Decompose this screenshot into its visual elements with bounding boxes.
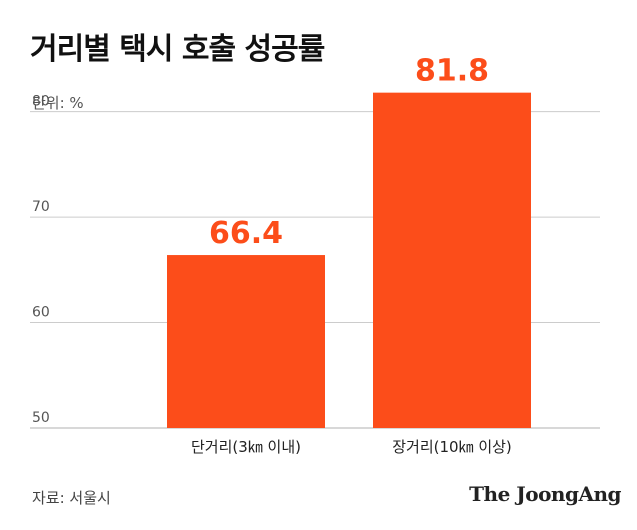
y-tick-label: 50 <box>32 410 50 426</box>
y-tick-label: 70 <box>32 199 50 215</box>
y-tick-label: 80 <box>32 94 50 110</box>
labels: 50 60 70 80 66.4 단거리(3㎞ 이내) 81.8 장거리(10㎞ 이상) <box>32 54 512 456</box>
bar <box>373 92 531 429</box>
category-label: 장거리(10㎞ 이상) <box>392 438 512 456</box>
bar <box>167 255 325 428</box>
category-label: 단거리(3㎞ 이내) <box>191 438 301 456</box>
chart-title: 거리별 택시 호출 성공률 <box>30 32 325 67</box>
source-note: 자료: 서울시 <box>32 489 111 507</box>
publisher-logo: The JoongAng <box>469 482 621 506</box>
bars <box>167 92 531 429</box>
value-label: 66.4 <box>209 216 283 251</box>
y-tick-label: 60 <box>32 305 50 321</box>
value-label: 81.8 <box>415 54 489 89</box>
unit-label: 단위: % <box>32 94 84 112</box>
